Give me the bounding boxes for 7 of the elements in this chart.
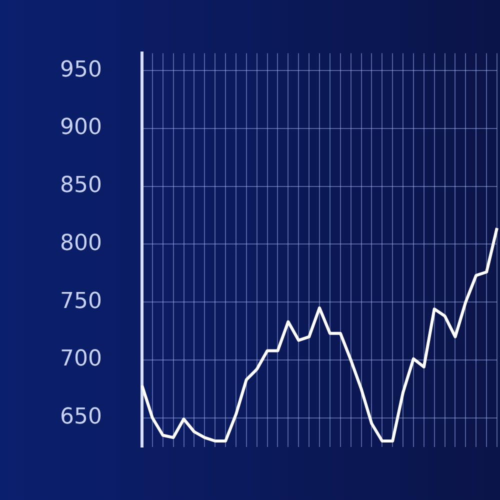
y-tick-label: 850 [60,173,102,198]
y-tick-label: 800 [60,230,102,256]
y-tick-label: 700 [60,346,102,372]
y-tick-label: 650 [60,404,102,430]
y-tick-label: 950 [60,57,102,82]
y-tick-label: 900 [60,115,102,140]
y-tick-label: 750 [60,288,102,314]
